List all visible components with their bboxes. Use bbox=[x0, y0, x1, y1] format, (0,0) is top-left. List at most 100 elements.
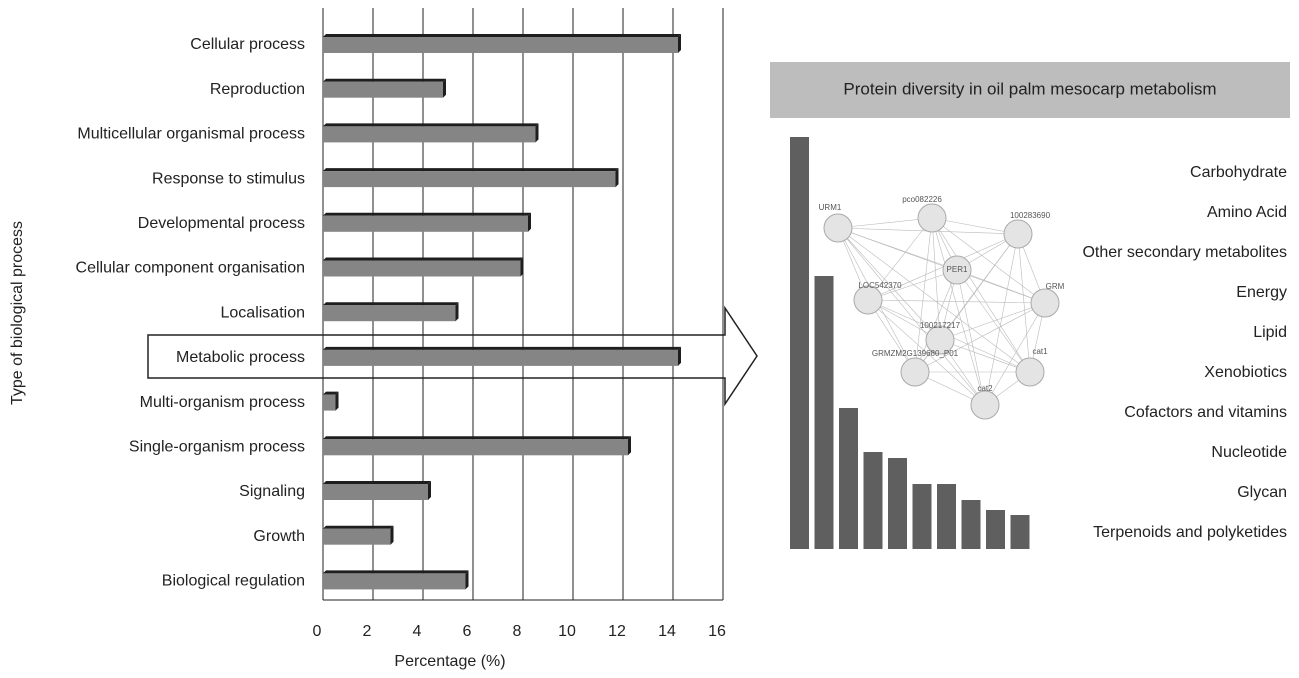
bar-side bbox=[466, 570, 469, 589]
network-node bbox=[854, 286, 882, 314]
bar-top bbox=[323, 168, 619, 171]
bar-side bbox=[428, 481, 431, 500]
bar-top bbox=[323, 258, 524, 261]
x-tick-label: 12 bbox=[608, 623, 626, 640]
bar-top bbox=[323, 347, 681, 350]
y-axis-label: Type of biological process bbox=[9, 221, 26, 405]
bar bbox=[839, 408, 858, 549]
y-tick-label: Single-organism process bbox=[129, 439, 305, 456]
bar bbox=[323, 261, 521, 277]
bar bbox=[1011, 515, 1030, 549]
bar-top bbox=[323, 436, 631, 439]
network-label: GRMZM2G139680_P01 bbox=[872, 349, 959, 358]
bar bbox=[888, 458, 907, 549]
bar-side bbox=[678, 34, 681, 53]
bar-top bbox=[323, 123, 539, 126]
bar-side bbox=[456, 302, 459, 321]
y-tick-label: Metabolic process bbox=[176, 349, 305, 366]
bar-side bbox=[391, 526, 394, 545]
bar-top bbox=[323, 302, 459, 305]
bar-side bbox=[536, 123, 539, 142]
x-tick-label: 6 bbox=[463, 623, 472, 640]
bar-side bbox=[678, 347, 681, 366]
network-edge bbox=[868, 300, 1045, 303]
bar bbox=[323, 529, 391, 545]
network-node bbox=[824, 214, 852, 242]
x-tick-label: 8 bbox=[513, 623, 522, 640]
y-tick-label: Cellular process bbox=[190, 36, 305, 53]
category-label: Amino Acid bbox=[1207, 204, 1287, 221]
bar bbox=[937, 484, 956, 549]
bar bbox=[815, 276, 834, 549]
y-tick-label: Cellular component organisation bbox=[76, 260, 305, 277]
bar bbox=[323, 484, 428, 500]
category-label: Carbohydrate bbox=[1190, 164, 1287, 181]
category-label: Cofactors and vitamins bbox=[1124, 404, 1287, 421]
network-node bbox=[918, 204, 946, 232]
x-tick-label: 4 bbox=[413, 623, 422, 640]
category-label: Glycan bbox=[1237, 484, 1287, 501]
y-tick-label: Biological regulation bbox=[162, 573, 305, 590]
category-label: Other secondary metabolites bbox=[1082, 244, 1287, 261]
bar bbox=[962, 500, 981, 549]
network-label: PER1 bbox=[947, 265, 968, 274]
y-tick-label: Multicellular organismal process bbox=[77, 126, 305, 143]
network-node bbox=[901, 358, 929, 386]
bar-side bbox=[521, 258, 524, 277]
network-label: cat1 bbox=[1032, 347, 1048, 356]
chart-title: Protein diversity in oil palm mesocarp m… bbox=[843, 79, 1216, 98]
network-edge bbox=[985, 234, 1018, 405]
bar-top bbox=[323, 213, 531, 216]
bar bbox=[323, 573, 466, 589]
bar-side bbox=[528, 213, 531, 232]
bar-top bbox=[323, 481, 431, 484]
network-label: cat2 bbox=[977, 384, 993, 393]
bar-side bbox=[628, 436, 631, 455]
bar bbox=[323, 350, 678, 366]
bar bbox=[323, 305, 456, 321]
bar bbox=[323, 171, 616, 187]
y-tick-label: Growth bbox=[253, 528, 305, 545]
figure: Percentage (%) Type of biological proces… bbox=[0, 0, 1299, 673]
category-label: Lipid bbox=[1253, 324, 1287, 341]
bar bbox=[323, 395, 336, 411]
network-label: 100283690 bbox=[1010, 211, 1051, 220]
bar bbox=[986, 510, 1005, 549]
bar bbox=[323, 82, 443, 98]
network-node bbox=[1031, 289, 1059, 317]
x-tick-label: 14 bbox=[658, 623, 676, 640]
bar bbox=[323, 216, 528, 232]
category-label: Energy bbox=[1236, 284, 1287, 301]
bar bbox=[913, 484, 932, 549]
bar-top bbox=[323, 34, 681, 37]
network-label: LOC542370 bbox=[858, 281, 902, 290]
network-label: URM1 bbox=[819, 203, 842, 212]
network-label: GRM bbox=[1046, 282, 1065, 291]
x-tick-label: 10 bbox=[558, 623, 576, 640]
y-tick-label: Localisation bbox=[221, 304, 306, 321]
x-tick-label: 2 bbox=[363, 623, 372, 640]
bar bbox=[323, 37, 678, 53]
bar-top bbox=[323, 570, 469, 573]
bar bbox=[323, 126, 536, 142]
network-node bbox=[1004, 220, 1032, 248]
bar-side bbox=[443, 79, 446, 98]
x-tick-label: 16 bbox=[708, 623, 726, 640]
bar-top bbox=[323, 526, 394, 529]
network-label: 100217217 bbox=[920, 321, 961, 330]
bar bbox=[790, 137, 809, 549]
category-label: Xenobiotics bbox=[1204, 364, 1287, 381]
category-label: Nucleotide bbox=[1211, 444, 1287, 461]
bar-top bbox=[323, 79, 446, 82]
y-tick-label: Multi-organism process bbox=[140, 394, 305, 411]
bar bbox=[864, 452, 883, 549]
y-tick-label: Developmental process bbox=[138, 215, 305, 232]
y-tick-label: Signaling bbox=[239, 483, 305, 500]
bar-side bbox=[616, 168, 619, 187]
y-tick-label: Reproduction bbox=[210, 81, 305, 98]
network-label: pco082226 bbox=[902, 195, 942, 204]
y-tick-label: Response to stimulus bbox=[152, 170, 305, 187]
x-tick-label: 0 bbox=[313, 623, 322, 640]
network-node bbox=[971, 391, 999, 419]
category-label: Terpenoids and polyketides bbox=[1093, 524, 1287, 541]
